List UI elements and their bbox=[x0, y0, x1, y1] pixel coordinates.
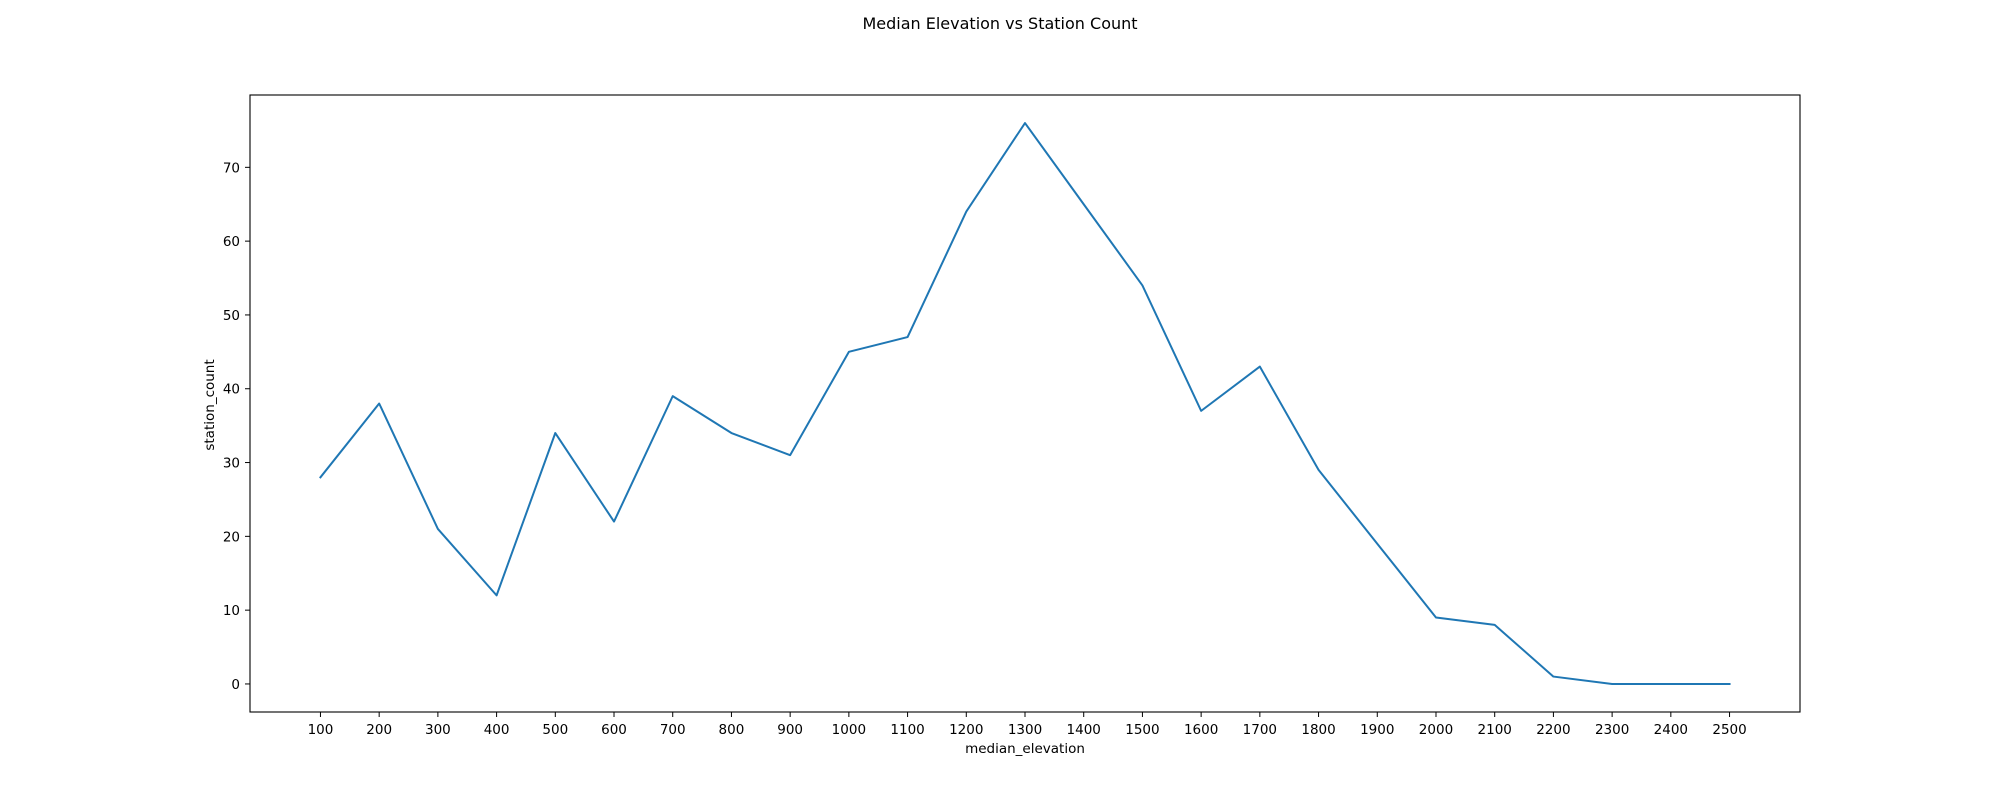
x-tick-label: 1900 bbox=[1360, 722, 1394, 738]
chart-title: Median Elevation vs Station Count bbox=[862, 14, 1137, 33]
x-tick-label: 900 bbox=[777, 722, 803, 738]
x-axis: 100 200 300 400 500 600 700 800 900 1000 1100 1200 1… bbox=[308, 712, 1747, 738]
y-tick-label: 40 bbox=[223, 382, 240, 398]
x-tick-label: 500 bbox=[542, 722, 568, 738]
plot-area bbox=[319, 122, 1731, 685]
y-tick-label: 50 bbox=[223, 308, 240, 324]
y-axis-label: station_count bbox=[202, 359, 218, 450]
x-tick-label: 1300 bbox=[1008, 722, 1042, 738]
y-tick-label: 10 bbox=[223, 603, 240, 619]
x-tick-label: 700 bbox=[660, 722, 686, 738]
x-tick-label: 1600 bbox=[1184, 722, 1218, 738]
x-tick-label: 800 bbox=[719, 722, 745, 738]
x-tick-label: 400 bbox=[484, 722, 510, 738]
y-axis: 0 10 20 30 40 50 60 70 bbox=[223, 160, 250, 693]
x-tick-label: 2300 bbox=[1595, 722, 1629, 738]
x-tick-label: 2200 bbox=[1536, 722, 1570, 738]
x-axis-label: median_elevation bbox=[965, 741, 1085, 757]
x-tick-label: 2100 bbox=[1478, 722, 1512, 738]
y-tick-label: 70 bbox=[223, 160, 240, 176]
x-tick-label: 2000 bbox=[1419, 722, 1453, 738]
x-tick-label: 1400 bbox=[1067, 722, 1101, 738]
x-tick-label: 1100 bbox=[890, 722, 924, 738]
x-tick-label: 2500 bbox=[1712, 722, 1746, 738]
x-tick-label: 200 bbox=[366, 722, 392, 738]
series-line bbox=[319, 122, 1731, 685]
x-tick-label: 2400 bbox=[1654, 722, 1688, 738]
x-tick-label: 1200 bbox=[949, 722, 983, 738]
x-tick-label: 300 bbox=[425, 722, 451, 738]
y-tick-label: 60 bbox=[223, 234, 240, 250]
y-tick-label: 30 bbox=[223, 456, 240, 472]
y-tick-label: 20 bbox=[223, 529, 240, 545]
x-tick-label: 100 bbox=[308, 722, 334, 738]
x-tick-label: 1700 bbox=[1243, 722, 1277, 738]
x-tick-label: 1500 bbox=[1125, 722, 1159, 738]
x-tick-label: 1000 bbox=[832, 722, 866, 738]
x-tick-label: 1800 bbox=[1301, 722, 1335, 738]
y-tick-label: 0 bbox=[231, 677, 240, 693]
x-tick-label: 600 bbox=[601, 722, 627, 738]
